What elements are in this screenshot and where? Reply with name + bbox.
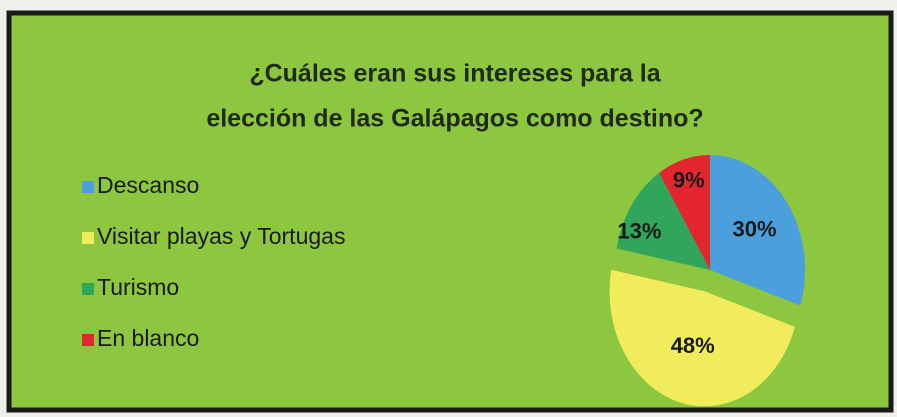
legend-label: En blanco (97, 325, 199, 351)
pie-slice (609, 269, 795, 407)
legend-swatch (82, 232, 94, 244)
chart-title: elección de las Galápagos como destino? (206, 105, 703, 133)
pie-slice (659, 155, 710, 270)
data-label: 13% (617, 218, 661, 243)
legend-swatch (82, 181, 94, 193)
legend-label: Visitar playas y Tortugas (97, 223, 345, 249)
data-label: 9% (673, 167, 705, 192)
data-label: 48% (671, 333, 715, 358)
chart-title: ¿Cuáles eran sus intereses para la (249, 60, 661, 88)
legend-swatch (82, 334, 94, 346)
pie-slice (616, 172, 710, 270)
legend-swatch (82, 283, 94, 295)
legend-label: Turismo (97, 274, 179, 300)
legend-label: Descanso (97, 172, 199, 198)
data-label: 30% (733, 217, 777, 242)
pie-slice (710, 155, 805, 306)
